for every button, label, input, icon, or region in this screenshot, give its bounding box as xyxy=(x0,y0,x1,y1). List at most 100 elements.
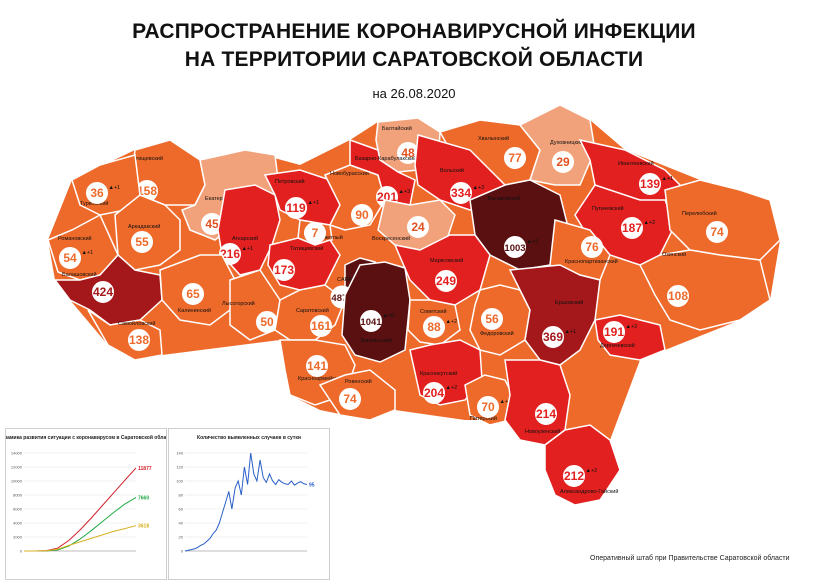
case-count-label: 55 xyxy=(135,235,149,249)
case-count-label: 45 xyxy=(205,217,219,231)
map-title-line2: НА ТЕРРИТОРИИ САРАТОВСКОЙ ОБЛАСТИ xyxy=(184,48,644,71)
district-39[interactable]: Новоузенский 214 xyxy=(504,359,571,446)
case-count-bubble xyxy=(310,315,332,337)
daily-delta-label: ▲+9 xyxy=(527,239,539,245)
case-count-label: 90 xyxy=(355,208,369,222)
daily-delta-label: ▲+2 xyxy=(500,399,512,405)
case-count-label: 4877 xyxy=(331,293,352,304)
series-end-label: 95 xyxy=(309,483,315,489)
district-shape[interactable] xyxy=(638,249,771,331)
y-tick-label: 8000 xyxy=(13,493,23,498)
case-count-bubble xyxy=(535,403,557,425)
case-count-bubble xyxy=(621,217,643,239)
case-count-label: 187 xyxy=(622,221,642,235)
daily-delta-label: ▲+3 xyxy=(399,189,411,195)
daily-cases-chart-panel: Количество выявленных случаев в сутки 140… xyxy=(168,428,330,580)
district-24[interactable]: Балашовский 424 xyxy=(53,253,163,326)
district-21[interactable]: Марксовский 249 xyxy=(393,234,491,306)
series-end-label: 3618 xyxy=(138,524,149,530)
district-22[interactable]: Краснопартизанский 76 xyxy=(549,219,618,281)
district-shape[interactable] xyxy=(508,264,601,366)
case-count-bubble xyxy=(706,221,728,243)
district-name-label: Петровский xyxy=(275,178,305,185)
district-18[interactable]: Аткарский 216 ▲+1 xyxy=(217,184,281,276)
case-count-label: 36 xyxy=(90,186,104,200)
district-shape[interactable] xyxy=(544,424,621,506)
district-8[interactable]: Романовский 54 ▲+1 xyxy=(47,213,119,281)
district-32[interactable]: Ершовский 369 ▲+1 xyxy=(508,264,601,366)
district-30[interactable]: Советский 88 ▲+2 xyxy=(407,299,461,346)
district-name-label: Воскресенский xyxy=(372,235,410,242)
district-shape[interactable] xyxy=(414,134,506,211)
district-33[interactable]: Дергачевский 191 ▲+2 xyxy=(594,314,666,361)
y-tick-label: 0 xyxy=(20,549,23,554)
case-count-bubble xyxy=(351,204,373,226)
case-count-label: 7 xyxy=(312,226,319,240)
district-25[interactable]: Калининский 65 xyxy=(159,254,236,326)
case-count-label: 65 xyxy=(186,287,200,301)
district-name-label: Александрово-Гайский xyxy=(560,488,618,495)
district-31[interactable]: Федоровский 56 xyxy=(469,284,531,356)
case-count-label: 88 xyxy=(427,320,441,334)
district-34[interactable]: Самойловский 138 xyxy=(87,309,163,361)
case-count-label: 77 xyxy=(508,151,522,165)
district-name-label: Питерский xyxy=(470,415,497,422)
case-count-bubble xyxy=(552,151,574,173)
case-count-bubble xyxy=(435,270,457,292)
district-name-label: Озинский xyxy=(662,251,686,258)
district-name-label: Базарно-Карабулакский xyxy=(355,155,416,162)
district-40[interactable]: Александрово-Гайский 212 ▲+2 xyxy=(544,424,621,506)
case-count-label: 212 xyxy=(564,469,584,483)
case-count-label: 214 xyxy=(536,407,556,421)
case-count-bubble xyxy=(128,329,150,351)
district-shape[interactable] xyxy=(664,179,781,261)
case-count-label: 173 xyxy=(274,263,294,277)
cumulative-chart-panel: Динамика развития ситуации с коронавирус… xyxy=(0,428,175,580)
district-name-label: Краснокутский xyxy=(420,370,457,377)
map-title-line1: РАСПРОСТРАНЕНИЕ КОРОНАВИРУСНОЙ ИНФЕКЦИИ xyxy=(132,20,696,43)
case-count-label: 74 xyxy=(343,392,357,406)
district-shape[interactable] xyxy=(518,104,596,186)
district-3[interactable]: Духовницкий 29 xyxy=(518,104,596,186)
case-count-label: 161 xyxy=(311,319,331,333)
district-36[interactable]: Ровенский 74 xyxy=(318,369,396,421)
district-shape[interactable] xyxy=(393,234,491,306)
y-tick-label: 2000 xyxy=(13,535,23,540)
district-name-label: Калининский xyxy=(178,307,211,314)
case-count-label: 369 xyxy=(543,330,563,344)
case-count-bubble xyxy=(603,321,625,343)
case-count-label: 74 xyxy=(710,225,724,239)
case-count-label: 424 xyxy=(93,285,113,299)
y-tick-label: 140 xyxy=(176,451,183,456)
district-name-label: Романовский xyxy=(58,235,92,242)
district-name-label: Ртищевский xyxy=(132,155,163,162)
district-name-label: Самойловский xyxy=(118,320,156,327)
district-name-label: Лысогорский xyxy=(222,300,255,307)
district-13[interactable]: Вольский 334 ▲+3 xyxy=(414,134,506,211)
district-23[interactable]: Озинский 108 xyxy=(638,249,771,331)
case-count-label: 119 xyxy=(286,201,306,215)
y-tick-label: 10000 xyxy=(11,479,23,484)
district-name-label: Советский xyxy=(420,308,447,315)
district-11[interactable]: Новобурасский 90 xyxy=(323,164,386,231)
case-count-bubble xyxy=(360,310,382,332)
district-29[interactable]: Энгельсский 1041▲+6 xyxy=(341,261,411,363)
district-7[interactable]: Аркадакский 55 xyxy=(114,194,181,271)
case-count-label: 24 xyxy=(411,220,425,234)
series-line-2 xyxy=(24,496,137,552)
district-12[interactable]: Базарно-Карабулакский 201 ▲+3 xyxy=(349,138,416,208)
case-count-label: 191 xyxy=(604,325,624,339)
case-count-bubble xyxy=(285,197,307,219)
district-shape[interactable] xyxy=(349,138,416,206)
y-tick-label: 100 xyxy=(176,479,183,484)
case-count-bubble xyxy=(273,259,295,281)
district-17[interactable]: Перелюбский 74 xyxy=(664,179,781,261)
daily-cases-chart: Количество выявленных случаев в сутки 140… xyxy=(176,435,315,554)
district-5[interactable]: Ртищевский 158 xyxy=(131,139,206,206)
daily-delta-label: ▲+1 xyxy=(109,185,121,191)
district-20[interactable]: Татищевский 173 xyxy=(267,237,341,291)
